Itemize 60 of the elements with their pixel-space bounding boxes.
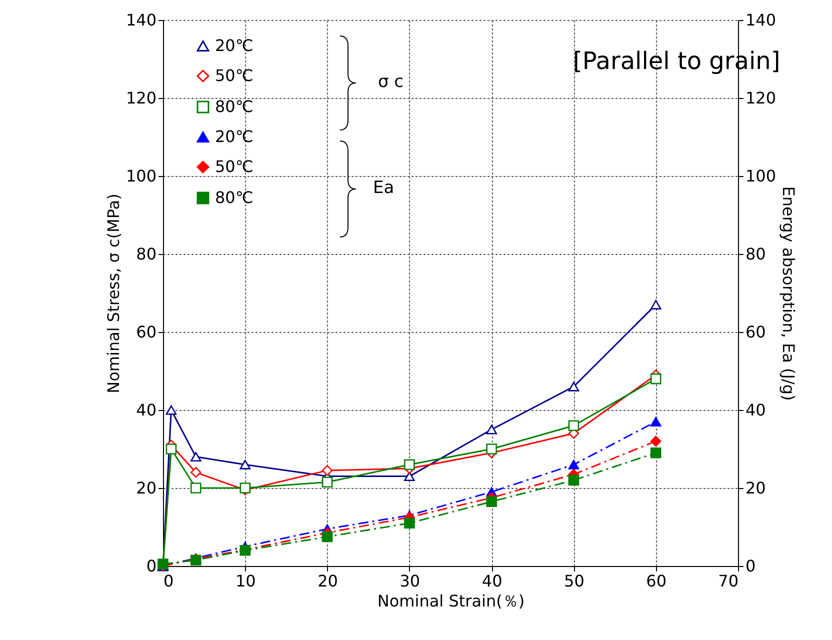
point [166, 405, 177, 415]
x-tick-label: 50 [564, 572, 584, 590]
y2-tick-label: 100 [746, 166, 776, 186]
x-tick-label: 30 [400, 572, 420, 590]
y-tick-label: 60 [136, 322, 156, 342]
legend-label: 20℃ [215, 127, 254, 146]
y-tick-label: 140 [126, 10, 156, 30]
point [190, 467, 202, 478]
point [568, 460, 580, 470]
x-tick-label: 60 [646, 572, 667, 590]
y-tick-label: 40 [136, 400, 156, 420]
y2-tick-label: 20 [746, 478, 766, 498]
legend-label: 80℃ [215, 97, 254, 116]
point [650, 373, 662, 384]
point [404, 518, 415, 528]
point [404, 472, 415, 482]
x-tick-label: 10 [235, 572, 256, 590]
y2-tick-label: 40 [746, 400, 766, 420]
point [240, 482, 251, 494]
y-tick-label: 100 [126, 166, 156, 186]
y-tick-label: 120 [126, 88, 156, 108]
y-axis-title: Nominal Stress, σ c(MPa) [104, 194, 123, 394]
point [190, 482, 202, 494]
point [486, 496, 497, 508]
point [568, 382, 580, 392]
point [486, 444, 497, 454]
point [190, 452, 202, 462]
y2-tick-label: 0 [746, 556, 756, 576]
point [650, 448, 662, 458]
point [322, 465, 333, 476]
y-tick-label: 20 [136, 478, 156, 498]
point [322, 531, 333, 542]
point [650, 416, 662, 426]
point [568, 474, 580, 486]
x-axis-title: Nominal Strain(％) [377, 592, 525, 610]
y-tick-label: 0 [146, 556, 156, 576]
point [650, 300, 662, 310]
x-tick-label: 70 [718, 572, 738, 590]
y2-tick-label: 60 [746, 322, 766, 342]
y2-tick-label: 140 [746, 10, 776, 30]
x-tick-label: 40 [482, 572, 502, 590]
point [322, 476, 333, 488]
x-tick-label: 0 [164, 572, 174, 590]
y2-tick-label: 120 [746, 88, 776, 108]
legend-label: 20℃ [215, 36, 254, 55]
point [404, 459, 415, 470]
point [486, 424, 497, 434]
legend-label: 50℃ [215, 157, 254, 176]
y2-tick-label: 80 [746, 244, 766, 264]
y-tick-label: 80 [136, 244, 156, 264]
annotation: σ c [378, 72, 404, 92]
annotation: Ea [373, 178, 394, 198]
x-tick-label: 20 [318, 572, 338, 590]
y2-axis-title: Energy absorption, Ea (J/g) [779, 186, 798, 401]
point [568, 420, 580, 431]
point [166, 444, 177, 454]
point [650, 436, 662, 447]
legend-label: 80℃ [215, 188, 254, 207]
point [240, 460, 251, 470]
legend-label: 50℃ [215, 66, 254, 85]
